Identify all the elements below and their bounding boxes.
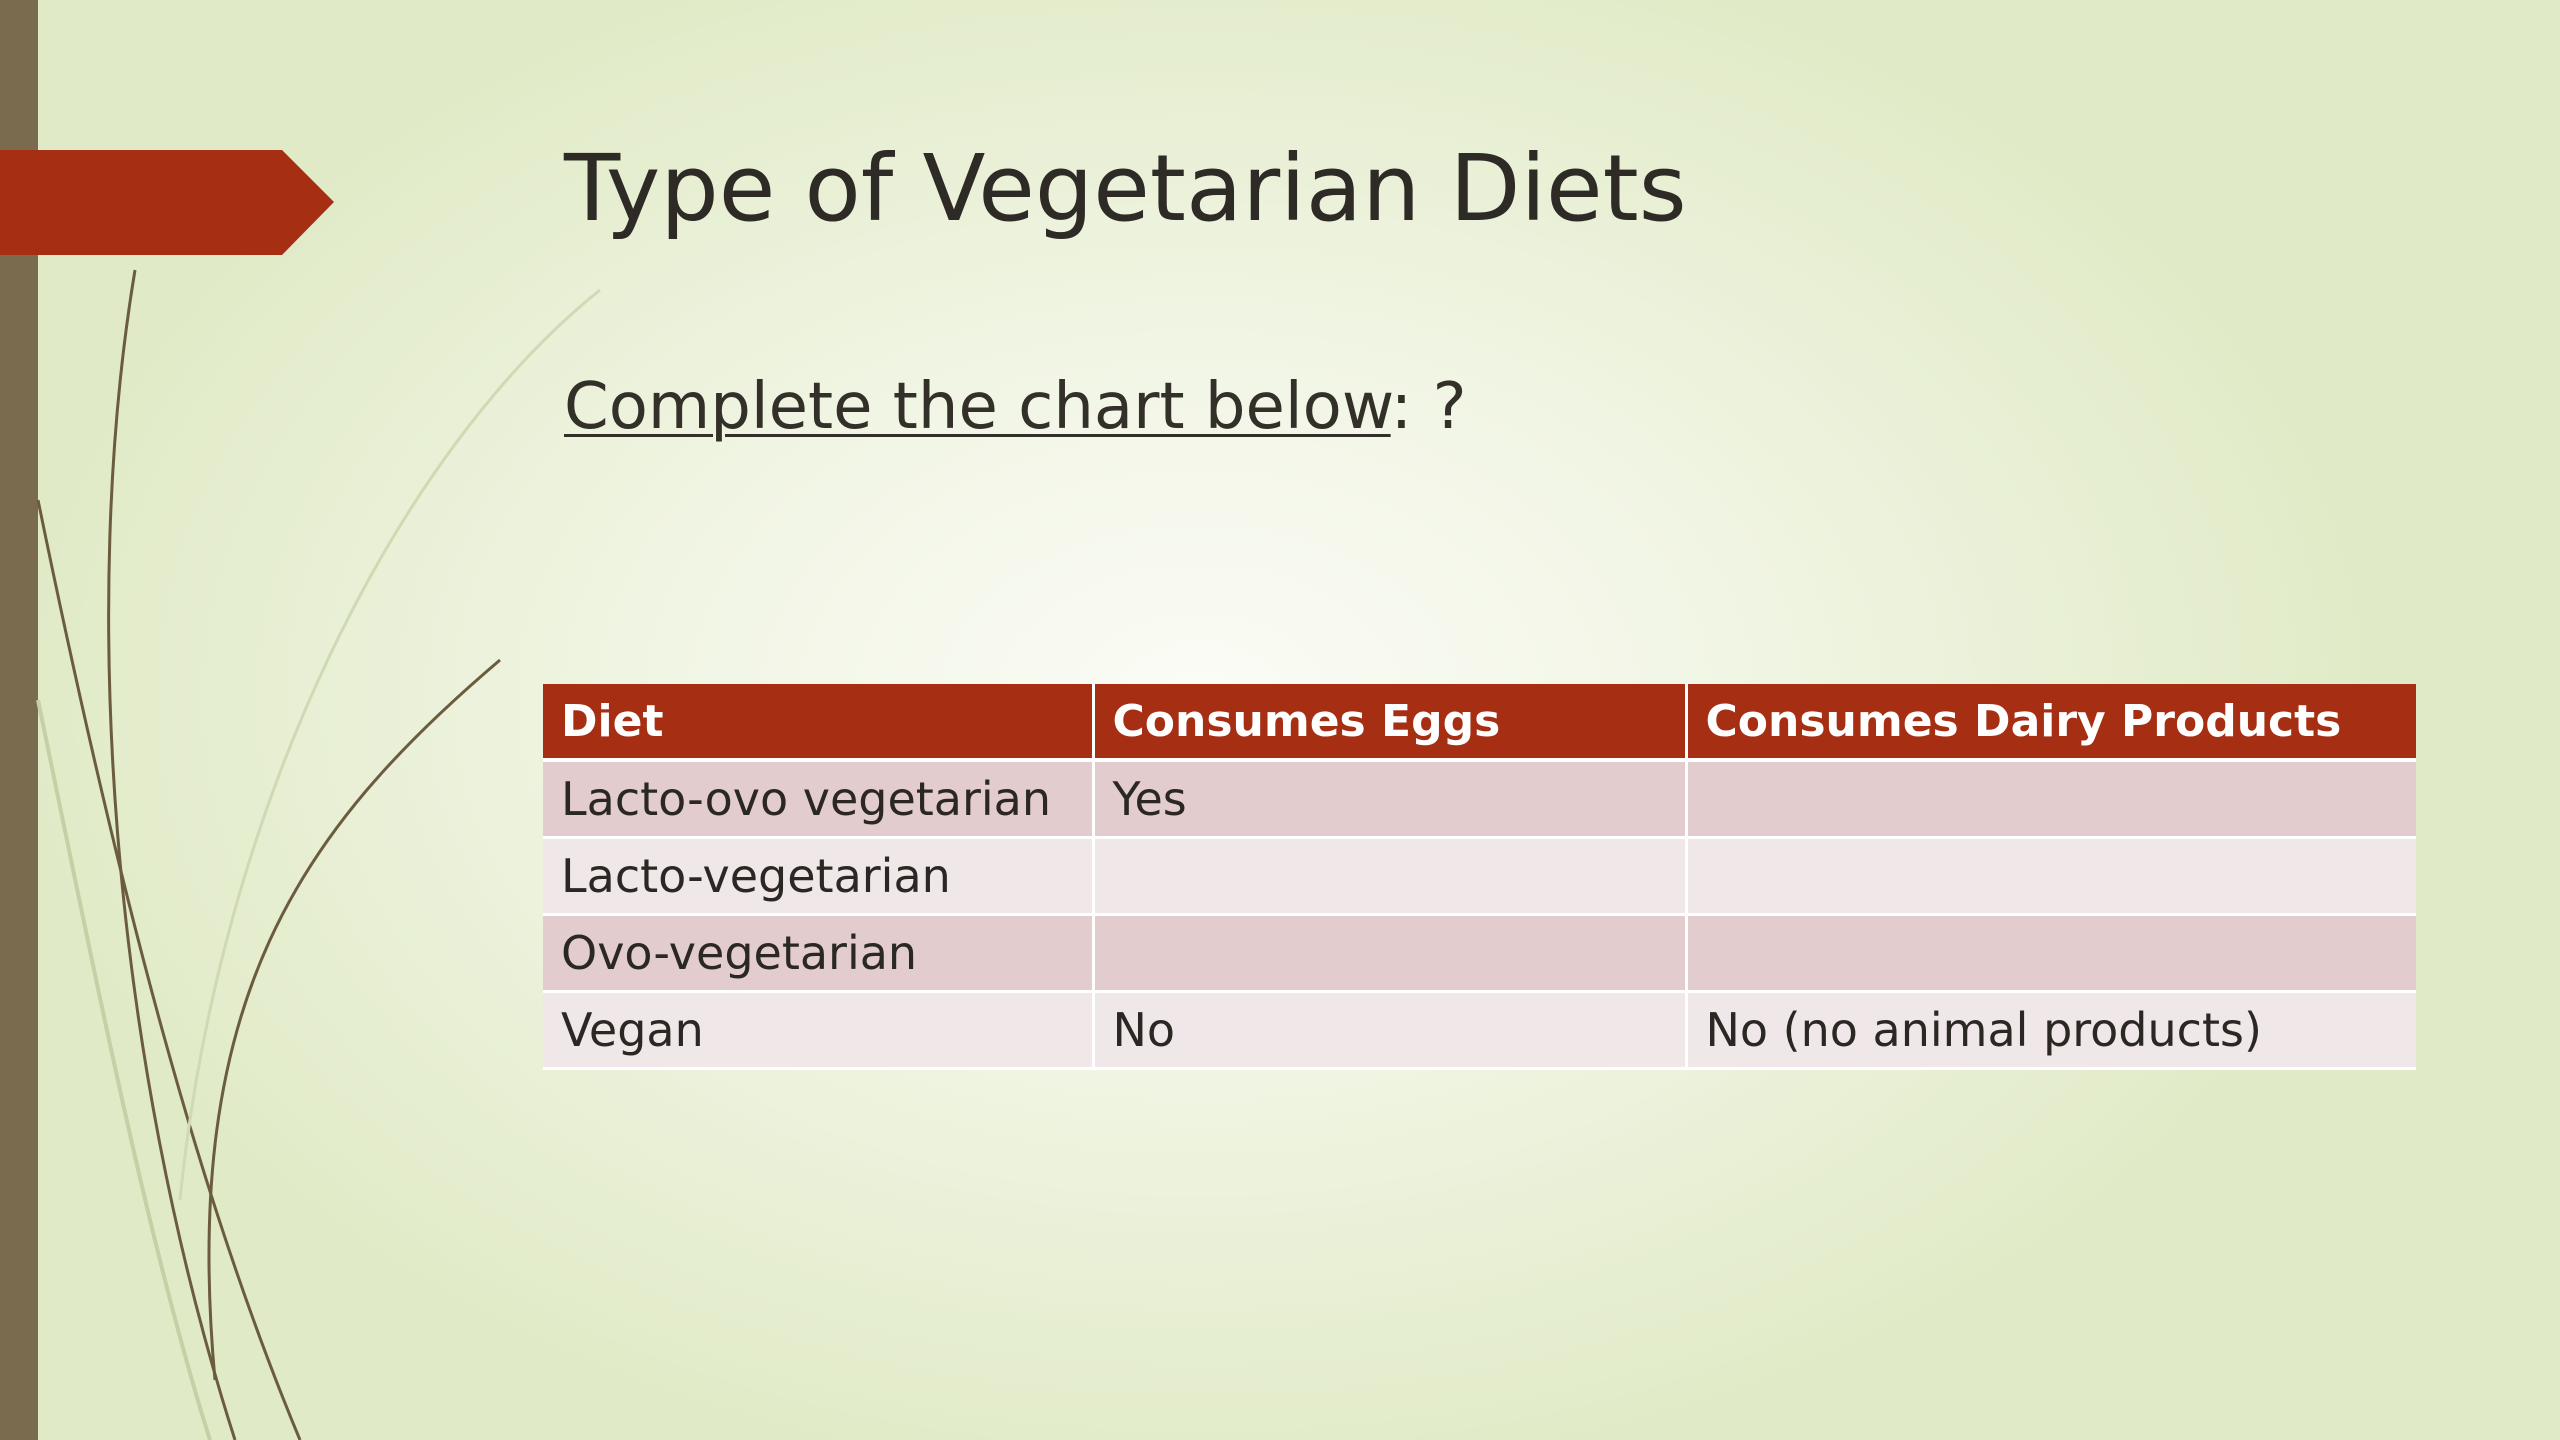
decor-curve-4 bbox=[178, 288, 601, 1201]
header-consumes-eggs: Consumes Eggs bbox=[1093, 684, 1688, 762]
cell-dairy bbox=[1686, 914, 2416, 993]
cell-diet: Vegan bbox=[543, 991, 1095, 1070]
header-diet: Diet bbox=[543, 684, 1095, 762]
decor-curve-3 bbox=[207, 658, 501, 1381]
decor-curve-5 bbox=[36, 699, 212, 1440]
cell-dairy bbox=[1686, 760, 2416, 839]
slide-subtitle: Complete the chart below: ? bbox=[564, 370, 1467, 444]
cell-diet: Ovo-vegetarian bbox=[543, 914, 1095, 993]
table-row: Lacto-ovo vegetarian Yes bbox=[543, 760, 2416, 839]
decor-curve-2 bbox=[36, 499, 302, 1440]
cell-diet: Lacto-vegetarian bbox=[543, 837, 1095, 916]
slide-title: Type of Vegetarian Diets bbox=[564, 135, 1687, 242]
decor-curve-1 bbox=[107, 269, 237, 1440]
title-arrow-shape bbox=[0, 150, 334, 255]
table-row: Vegan No No (no animal products) bbox=[543, 991, 2416, 1070]
diet-table: Diet Consumes Eggs Consumes Dairy Produc… bbox=[543, 684, 2416, 1070]
table-header-row: Diet Consumes Eggs Consumes Dairy Produc… bbox=[543, 684, 2416, 762]
cell-dairy: No (no animal products) bbox=[1686, 991, 2416, 1070]
table-row: Ovo-vegetarian bbox=[543, 914, 2416, 993]
table-row: Lacto-vegetarian bbox=[543, 837, 2416, 916]
subtitle-suffix-text: : ? bbox=[1390, 370, 1467, 444]
cell-eggs: No bbox=[1093, 991, 1688, 1070]
cell-eggs: Yes bbox=[1093, 760, 1688, 839]
decorative-curves bbox=[36, 269, 601, 1440]
cell-eggs bbox=[1093, 914, 1688, 993]
cell-eggs bbox=[1093, 837, 1688, 916]
cell-diet: Lacto-ovo vegetarian bbox=[543, 760, 1095, 839]
cell-dairy bbox=[1686, 837, 2416, 916]
header-consumes-dairy: Consumes Dairy Products bbox=[1686, 684, 2416, 762]
subtitle-underlined-text: Complete the chart below bbox=[564, 370, 1391, 444]
